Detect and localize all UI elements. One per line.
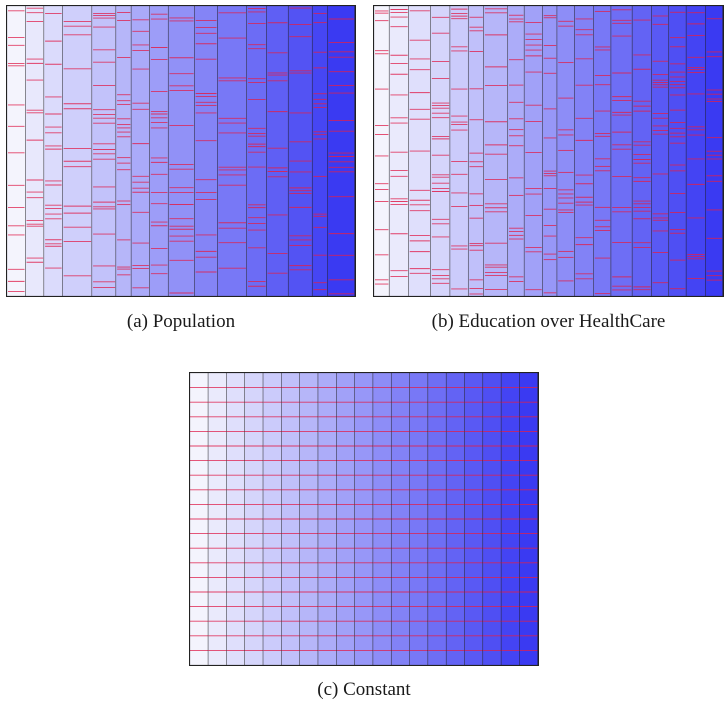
- column-16: [464, 373, 484, 665]
- column-fill: [266, 6, 289, 296]
- column-6: [468, 6, 485, 296]
- column-fill: [44, 6, 63, 296]
- column-fill: [131, 6, 150, 296]
- column-7: [483, 6, 509, 296]
- column-1: [374, 6, 390, 296]
- column-13: [409, 373, 429, 665]
- column-3: [44, 6, 64, 296]
- column-fill: [92, 6, 117, 296]
- column-14: [428, 373, 447, 665]
- column-7: [299, 373, 319, 665]
- column-8: [508, 6, 525, 296]
- column-fill: [632, 6, 652, 296]
- column-14: [288, 6, 313, 296]
- column-fill: [669, 6, 687, 296]
- column-4: [244, 373, 264, 665]
- column-11: [557, 6, 576, 296]
- column-19: [519, 373, 539, 665]
- column-5: [92, 6, 117, 296]
- column-11: [373, 373, 392, 665]
- column-fill: [327, 6, 355, 296]
- column-fill: [25, 6, 45, 296]
- column-fill: [62, 6, 93, 296]
- column-fill: [651, 6, 670, 296]
- column-fill: [450, 6, 469, 296]
- column-fill: [194, 6, 218, 296]
- column-13: [593, 6, 612, 296]
- column-12: [247, 6, 268, 296]
- column-18: [501, 373, 521, 665]
- column-fill: [557, 6, 575, 296]
- panel-frame: [189, 372, 539, 666]
- column-7: [131, 6, 151, 296]
- column-11: [217, 6, 248, 296]
- treemap-population: [6, 5, 356, 297]
- column-16: [327, 6, 356, 296]
- panel-c: [189, 372, 539, 666]
- caption-a: (a) Population: [126, 311, 236, 332]
- column-4: [62, 6, 93, 296]
- column-9: [168, 6, 196, 296]
- column-fill: [542, 6, 558, 296]
- column-fill: [524, 6, 543, 296]
- column-fill: [168, 6, 195, 296]
- column-10: [354, 373, 374, 665]
- column-4: [430, 6, 451, 296]
- column-fill: [483, 6, 509, 296]
- column-15: [632, 6, 653, 296]
- column-5: [263, 373, 283, 665]
- column-fill: [7, 6, 26, 296]
- column-fill: [430, 6, 451, 296]
- column-fill: [247, 6, 267, 296]
- treemap-constant: [189, 372, 539, 666]
- column-5: [450, 6, 469, 296]
- panel-a: [6, 5, 356, 297]
- panel-frame: [373, 5, 724, 297]
- column-fill: [217, 6, 247, 296]
- column-fill: [611, 6, 633, 296]
- column-10: [194, 6, 219, 296]
- column-19: [705, 6, 724, 296]
- column-9: [524, 6, 544, 296]
- column-fill: [374, 6, 390, 296]
- column-8: [149, 6, 169, 296]
- column-1: [7, 6, 27, 296]
- panel-frame: [6, 5, 356, 297]
- column-18: [686, 6, 707, 296]
- column-2: [208, 373, 228, 665]
- column-fill: [508, 6, 525, 296]
- column-14: [611, 6, 633, 296]
- column-fill: [312, 6, 328, 296]
- column-2: [25, 6, 45, 296]
- column-10: [542, 6, 558, 296]
- panel-b: [373, 5, 724, 297]
- column-3: [408, 6, 432, 296]
- column-fill: [468, 6, 484, 296]
- column-fill: [116, 6, 132, 296]
- column-6: [116, 6, 132, 296]
- column-1: [190, 373, 209, 665]
- column-6: [281, 373, 301, 665]
- column-17: [483, 373, 502, 665]
- column-fill: [288, 6, 313, 296]
- column-fill: [389, 6, 409, 296]
- column-12: [391, 373, 411, 665]
- caption-b: (b) Education over HealthCare: [431, 311, 666, 332]
- column-13: [266, 6, 289, 296]
- column-15: [446, 373, 466, 665]
- column-3: [226, 373, 246, 665]
- column-8: [318, 373, 338, 665]
- treemap-education-over-healthcare: [373, 5, 724, 297]
- caption-c: (c) Constant: [317, 679, 411, 700]
- column-9: [336, 373, 356, 665]
- column-fill: [149, 6, 169, 296]
- column-fill: [574, 6, 594, 296]
- column-15: [312, 6, 329, 296]
- column-fill: [686, 6, 706, 296]
- column-17: [669, 6, 687, 296]
- column-2: [389, 6, 410, 296]
- column-16: [651, 6, 670, 296]
- column-fill: [593, 6, 612, 296]
- column-12: [574, 6, 595, 296]
